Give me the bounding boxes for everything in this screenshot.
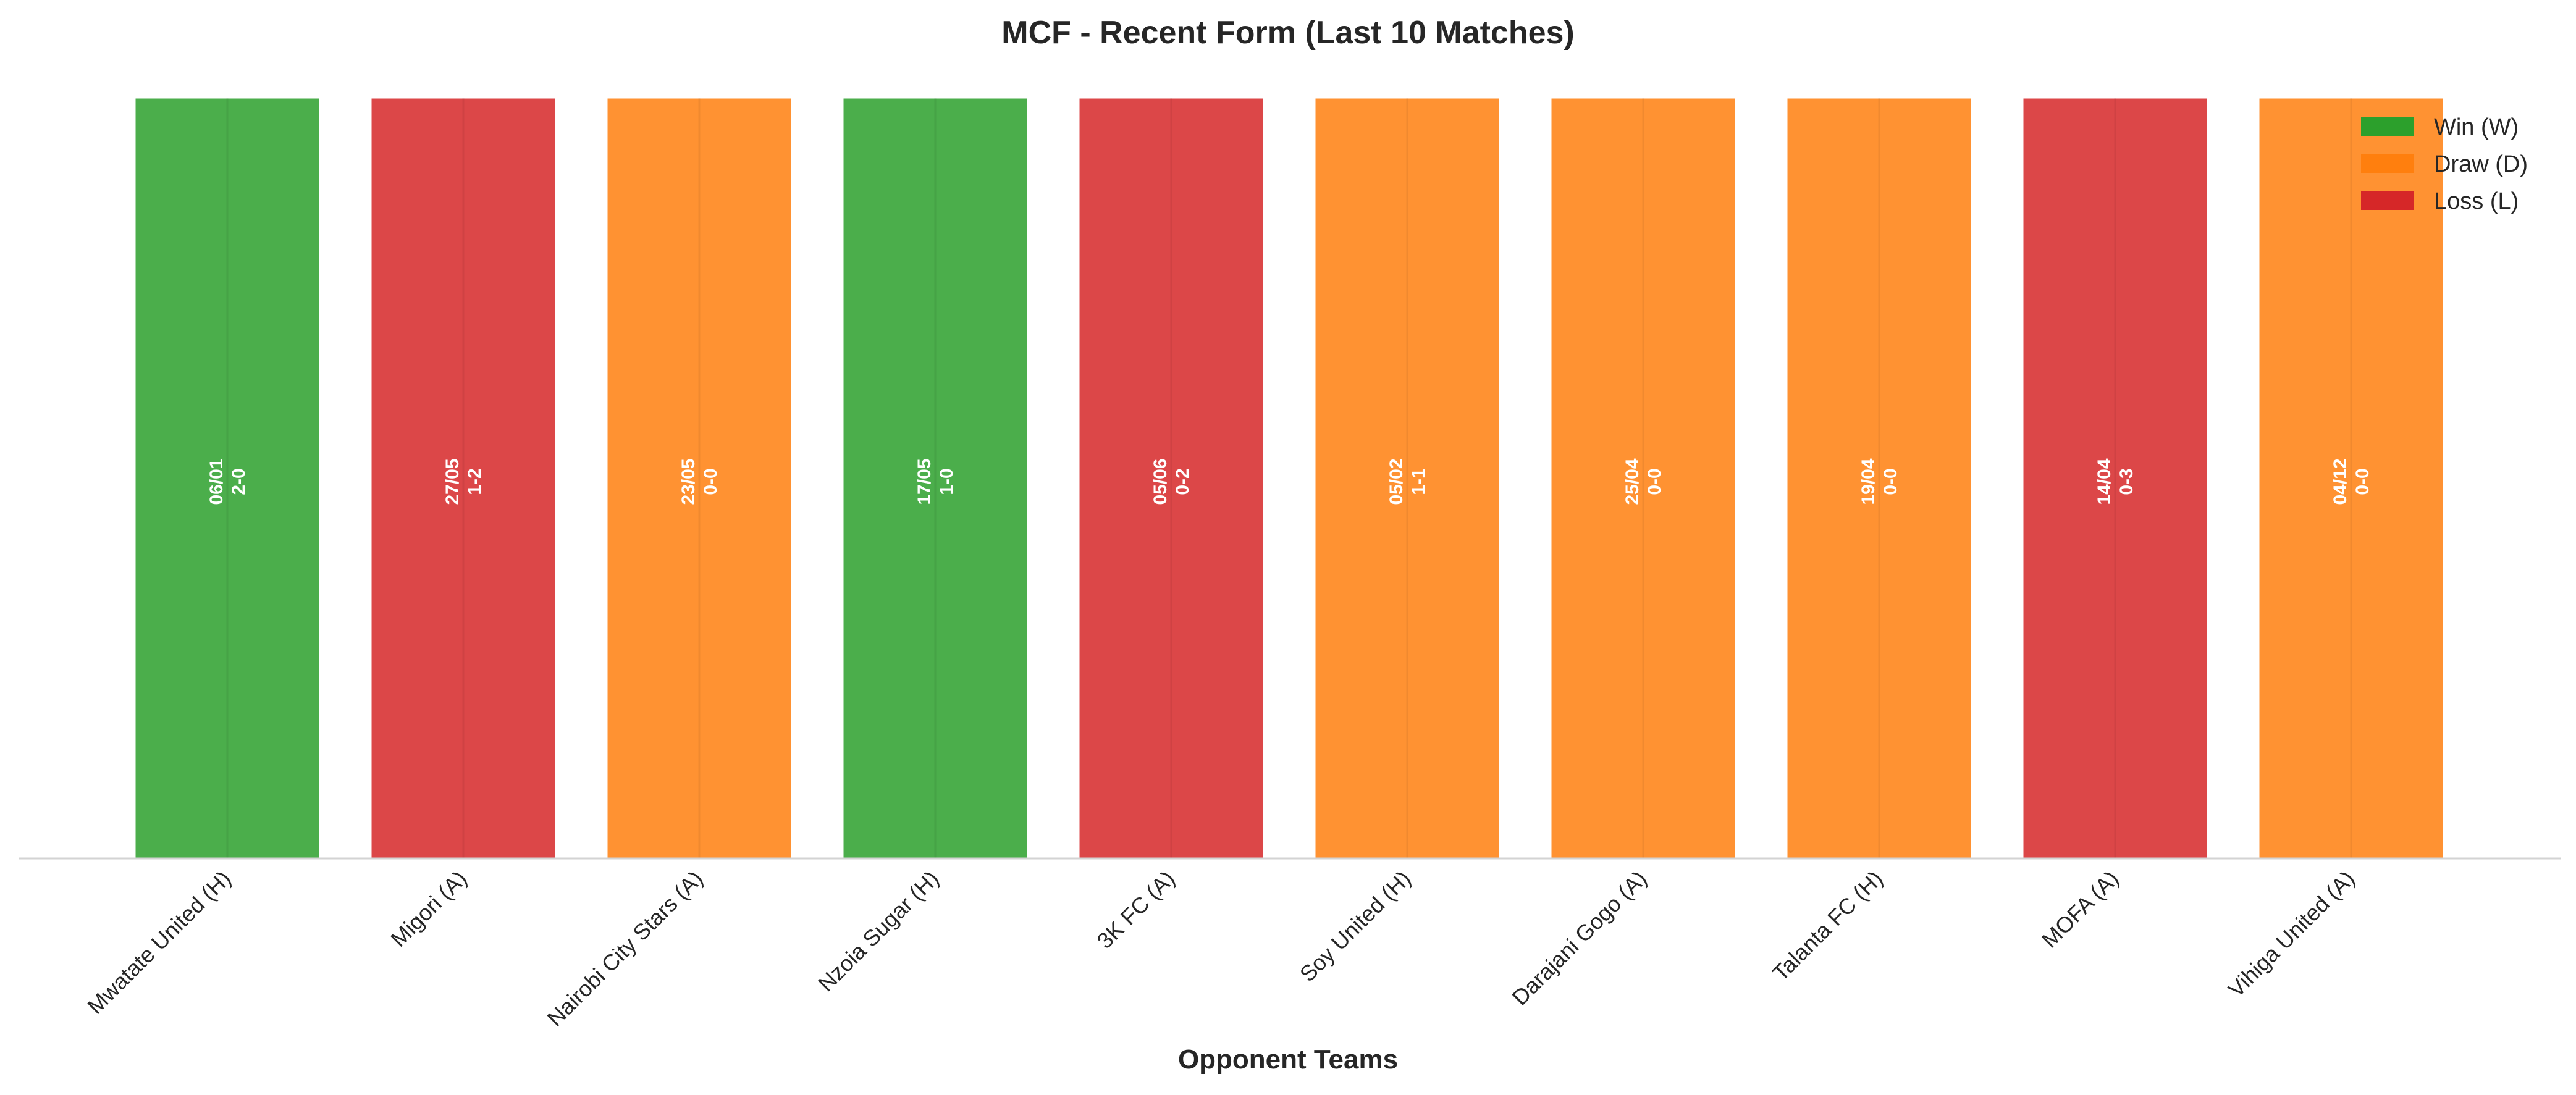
bars-layer <box>133 96 2445 860</box>
match-score: 0-0 <box>1644 468 1665 495</box>
match-date: 25/04 <box>1622 458 1643 505</box>
bar <box>369 96 557 860</box>
match-date: 06/01 <box>206 458 227 505</box>
x-tick-label: Vihiga United (A) <box>2223 866 2360 1002</box>
x-tick-label: 3K FC (A) <box>1092 866 1180 954</box>
x-tick-label: Nairobi City Stars (A) <box>542 866 708 1031</box>
x-tick-label: MOFA (A) <box>2037 866 2124 953</box>
match-score: 0-0 <box>701 468 721 495</box>
match-score: 1-1 <box>1408 468 1429 495</box>
x-tick-labels: Mwatate United (H) Migori (A) Nairobi City… <box>82 866 2359 1031</box>
match-score: 0-0 <box>1880 468 1901 495</box>
legend-label: Win (W) <box>2434 114 2519 140</box>
legend-label: Loss (L) <box>2434 188 2519 214</box>
bar <box>133 96 321 860</box>
match-score: 0-0 <box>2352 468 2373 495</box>
bar-data-label: 14/04 0-3 <box>2094 458 2137 505</box>
bar-data-label: 05/06 0-2 <box>1150 458 1193 505</box>
bar <box>1077 96 1265 860</box>
bar <box>1313 96 1501 860</box>
bar <box>2257 96 2445 860</box>
match-score: 0-3 <box>2116 468 2137 495</box>
match-date: 27/05 <box>442 458 463 505</box>
legend: Win (W) Draw (D) Loss (L) <box>2361 114 2528 214</box>
bar <box>605 96 793 860</box>
bar-data-label: 17/05 1-0 <box>914 458 957 505</box>
bar-data-label: 23/05 0-0 <box>678 458 721 505</box>
x-axis-label: Opponent Teams <box>1178 1044 1398 1075</box>
match-date: 05/06 <box>1150 458 1171 505</box>
bar-data-label: 27/05 1-2 <box>442 458 485 505</box>
match-date: 04/12 <box>2330 458 2351 505</box>
match-date: 19/04 <box>1858 458 1879 505</box>
match-score: 1-0 <box>937 468 957 495</box>
bar-data-label: 19/04 0-0 <box>1858 458 1901 505</box>
match-date: 23/05 <box>678 458 699 505</box>
match-date: 14/04 <box>2094 458 2115 505</box>
bar <box>1785 96 1973 860</box>
legend-swatch <box>2361 191 2414 210</box>
bar-data-label: 05/02 1-1 <box>1386 458 1429 505</box>
bar-labels-layer: 06/01 2-0 27/05 1-2 23/05 0-0 17/05 1-0 05/06 0-2… <box>206 458 2373 505</box>
chart-title: MCF - Recent Form (Last 10 Matches) <box>1001 15 1575 51</box>
bar-data-label: 06/01 2-0 <box>206 458 249 505</box>
legend-swatch <box>2361 117 2414 136</box>
x-tick-label: Talanta FC (H) <box>1767 866 1887 986</box>
x-tick-label: Mwatate United (H) <box>82 866 235 1019</box>
match-date: 05/02 <box>1386 458 1407 505</box>
x-tick-label: Nzoia Sugar (H) <box>813 866 943 996</box>
x-tick-label: Migori (A) <box>385 866 471 952</box>
match-score: 0-2 <box>1172 468 1193 495</box>
bar <box>841 96 1029 860</box>
bar-data-label: 04/12 0-0 <box>2330 458 2373 505</box>
x-tick-label: Soy United (H) <box>1295 866 1416 987</box>
match-score: 1-2 <box>465 468 485 495</box>
bar-data-label: 25/04 0-0 <box>1622 458 1665 505</box>
legend-swatch <box>2361 154 2414 173</box>
bar <box>1549 96 1737 860</box>
match-date: 17/05 <box>914 458 935 505</box>
legend-label: Draw (D) <box>2434 151 2528 177</box>
match-score: 2-0 <box>229 468 249 495</box>
x-tick-label: Darajani Gogo (A) <box>1507 866 1652 1010</box>
